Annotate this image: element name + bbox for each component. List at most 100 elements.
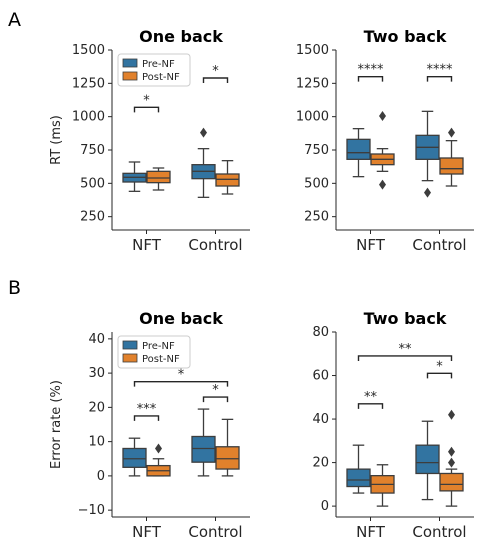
- significance-label: *: [178, 368, 185, 383]
- chart-title: Two back: [364, 27, 447, 46]
- legend-label: Pre-NF: [142, 59, 175, 70]
- y-tick-label: 10: [88, 435, 105, 450]
- significance-label: ****: [358, 63, 385, 78]
- box-pre-0: [346, 444, 371, 494]
- significance-label: *: [143, 93, 150, 108]
- x-tick-label: Control: [188, 236, 242, 254]
- y-tick-label: −10: [78, 503, 105, 518]
- y-tick-label: 20: [88, 400, 105, 415]
- outlier-point: [155, 443, 162, 454]
- y-tick-label: 0: [97, 469, 105, 484]
- box-pre-0: [122, 437, 147, 477]
- legend-swatch: [122, 58, 138, 68]
- legend-swatch: [122, 71, 138, 81]
- outlier-point: [424, 187, 431, 198]
- box-post-0: [146, 443, 171, 477]
- y-tick-label: 500: [80, 176, 105, 191]
- y-tick-label: 1250: [72, 76, 105, 91]
- chart-title: One back: [139, 27, 223, 46]
- bracket-line: [426, 75, 453, 82]
- box-post-1: [439, 127, 464, 187]
- y-tick-label: 1500: [296, 43, 329, 58]
- box-body: [215, 446, 240, 470]
- y-tick-label: 80: [312, 325, 329, 340]
- x-tick-label: NFT: [356, 236, 386, 254]
- box-post-0: [370, 111, 395, 190]
- y-axis-label: Error rate (%): [49, 380, 64, 469]
- significance-bracket: ****: [426, 63, 453, 82]
- y-axis-label: RT (ms): [49, 115, 64, 165]
- outlier-point: [448, 446, 455, 457]
- box-body: [215, 173, 240, 187]
- legend-label: Post-NF: [142, 72, 180, 83]
- significance-bracket: **: [357, 390, 384, 409]
- box-pre-1: [191, 127, 216, 198]
- significance-bracket: ***: [133, 402, 160, 421]
- significance-label: **: [399, 342, 413, 357]
- box-post-0: [146, 167, 171, 191]
- y-tick-label: 750: [304, 143, 329, 158]
- outlier-point: [448, 127, 455, 138]
- box-pre-1: [191, 408, 216, 477]
- x-tick-label: NFT: [132, 236, 162, 254]
- box-body: [439, 472, 464, 492]
- bracket-line: [357, 75, 384, 82]
- bracket-line: [133, 415, 160, 421]
- y-tick-label: 20: [312, 456, 329, 471]
- box-pre-1: [415, 420, 440, 501]
- x-tick-label: NFT: [132, 523, 162, 541]
- box-pre-0: [346, 128, 371, 178]
- outlier-point: [448, 409, 455, 420]
- x-tick-label: Control: [188, 523, 242, 541]
- y-tick-label: 30: [88, 366, 105, 381]
- y-tick-label: 0: [321, 499, 329, 514]
- box-body: [439, 157, 464, 175]
- bracket-line: [357, 355, 453, 361]
- box-post-0: [370, 464, 395, 507]
- significance-label: *: [436, 359, 443, 374]
- significance-bracket: *: [133, 93, 160, 113]
- x-tick-label: Control: [412, 523, 466, 541]
- bracket-line: [133, 380, 229, 387]
- y-tick-label: 1250: [296, 76, 329, 91]
- significance-bracket: *: [202, 64, 229, 83]
- significance-label: *: [212, 64, 219, 79]
- box-pre-1: [415, 110, 440, 198]
- y-tick-label: 750: [80, 143, 105, 158]
- chart-2: Two back 250 500 750 1000 1250 1500 NFT Control *…: [296, 27, 474, 254]
- bracket-line: [357, 403, 384, 409]
- chart-1: One back 250 500 750 1000 1250 1500 NFT Control R…: [49, 27, 250, 254]
- box-body: [122, 447, 147, 468]
- bracket-line: [133, 106, 160, 113]
- y-tick-label: 250: [80, 210, 105, 225]
- legend-label: Pre-NF: [142, 341, 175, 352]
- panel-label-b: B: [8, 277, 21, 299]
- significance-bracket: ****: [357, 63, 385, 82]
- bracket-line: [202, 77, 229, 83]
- charts: One back 250 500 750 10 0 0 1250 1500 NFT Control R…: [49, 27, 474, 541]
- y-tick-label: 1500: [72, 43, 105, 58]
- significance-bracket: *: [133, 368, 229, 387]
- significance-bracket: *: [426, 359, 453, 379]
- outlier-point: [379, 179, 386, 190]
- chart-3: One back −10 0 10 20 30 40 NFT Control Error rate…: [49, 309, 250, 541]
- significance-label: *: [212, 383, 219, 398]
- box-body: [191, 435, 216, 463]
- significance-label: **: [364, 390, 378, 405]
- legend: Pre-NF Post-NF: [117, 335, 191, 369]
- y-tick-label: 500: [304, 176, 329, 191]
- legend: Pre-NF Post-NF: [117, 53, 191, 87]
- x-tick-label: NFT: [356, 523, 386, 541]
- outlier-point: [200, 127, 207, 138]
- legend-swatch: [122, 340, 138, 350]
- outlier-point: [448, 457, 455, 468]
- box-body: [146, 170, 171, 184]
- x-tick-label: Control: [412, 236, 466, 254]
- y-tick-label: 60: [312, 369, 329, 384]
- box-post-1: [439, 409, 464, 507]
- legend-swatch: [122, 353, 138, 363]
- bracket-line: [426, 372, 453, 379]
- bracket-line: [202, 396, 229, 403]
